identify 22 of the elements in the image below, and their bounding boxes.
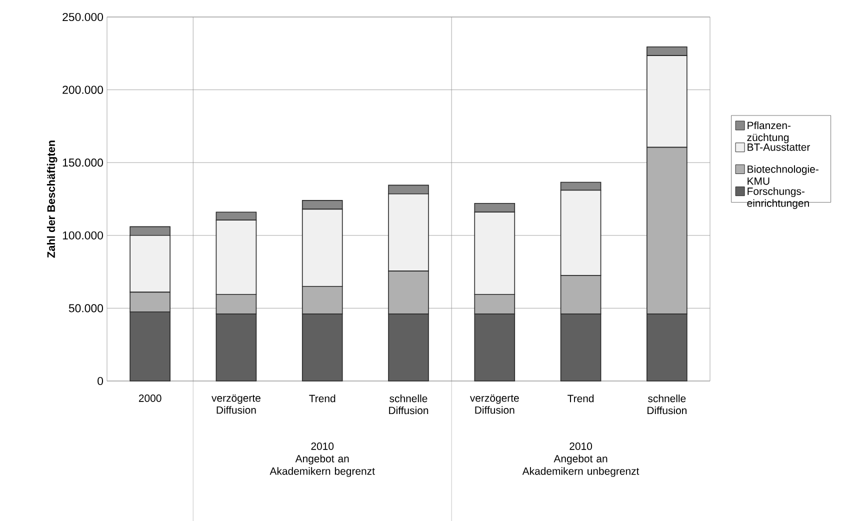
x-tick-label: Trend — [568, 394, 594, 402]
y-tick-label: 150.000 — [62, 158, 104, 167]
y-tick-label: 100.000 — [62, 231, 104, 240]
y-axis-title: Zahl der Beschäftigten — [46, 140, 58, 258]
y-tick-label: 50.000 — [68, 304, 104, 312]
text: Angebot an Akademikern unbegrenzt — [522, 454, 640, 477]
text: 2010 — [570, 442, 592, 450]
x-tick-label: schnelle Diffusion — [389, 394, 428, 414]
legend-label: BT-Ausstatter — [748, 144, 810, 151]
legend-label: Forschungs-einrichtungen — [747, 187, 809, 209]
text: 2010 — [311, 442, 334, 450]
legend-label: Biotechnologie-KMU — [748, 165, 818, 185]
x-tick-label: 2000 — [138, 394, 162, 402]
legend-label: Pflanzen-züchtung — [747, 121, 791, 144]
x-tick-label: schnelle Diffusion — [648, 394, 687, 414]
x-tick-label: verzögerte Diffusion — [470, 394, 519, 414]
y-tick-label: 200.000 — [62, 86, 104, 94]
x-tick-label: Trend — [309, 394, 336, 402]
x-tick-label: verzögerte Diffusion — [212, 394, 260, 414]
text: Angebot an Akademikern begrenzt — [270, 454, 375, 477]
y-tick-label: 0 — [98, 376, 104, 386]
y-tick-label: 250.000 — [62, 12, 104, 22]
